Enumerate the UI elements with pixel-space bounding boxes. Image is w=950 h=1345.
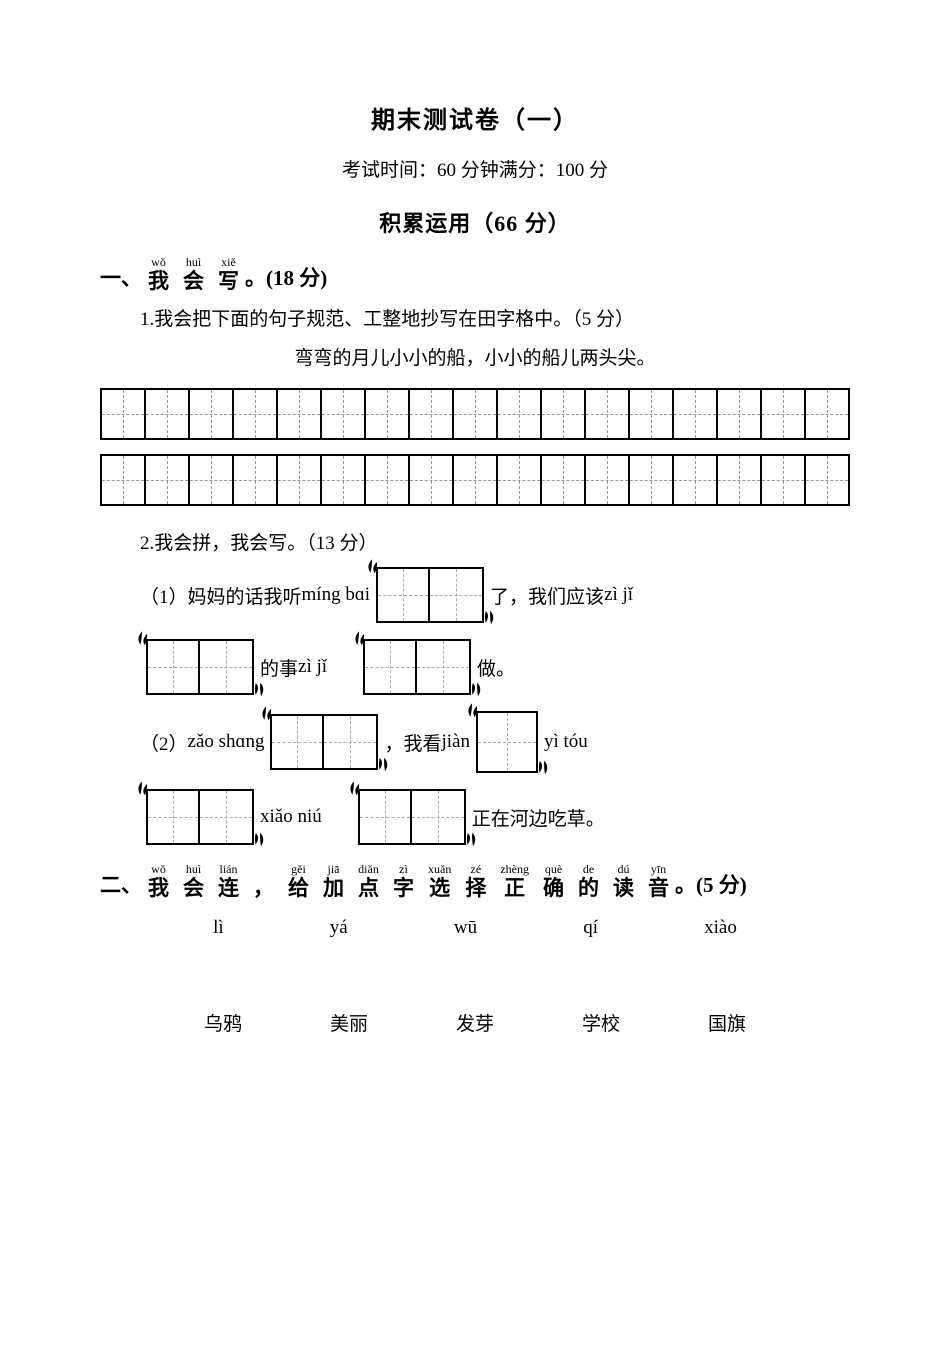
- answer-box[interactable]: [363, 639, 471, 695]
- ruby-char: què确: [543, 863, 564, 899]
- q2-heading: 二、 wǒ我 huì会 lián连 ， gěi给 jiā加 diǎn点 zì字 xuǎn选 zé择…: [100, 863, 850, 899]
- text: 了，我们应该: [490, 582, 604, 609]
- section-header: 积累运用（66 分）: [100, 206, 850, 238]
- q1-ruby: wǒ我 huì会 xiě写: [148, 256, 239, 292]
- text: ，我看: [384, 729, 441, 756]
- ruby-char: xiě写: [218, 256, 239, 292]
- text: （2）: [140, 729, 188, 756]
- answer-box[interactable]: [376, 567, 484, 623]
- ruby-char: gěi给: [288, 863, 309, 899]
- ruby-char: wǒ我: [148, 863, 169, 899]
- hanzi-option[interactable]: 学校: [582, 1009, 620, 1036]
- q1-sub1-label: 1.我会把下面的句子规范、工整地抄写在田字格中。（5 分）: [140, 304, 850, 331]
- pinyin-option[interactable]: lì: [213, 917, 224, 939]
- ruby-char: zhèng正: [500, 863, 529, 899]
- q2-pinyin-row: lì yá wū qí xiào: [160, 917, 790, 939]
- text: 做。: [477, 654, 515, 681]
- tianzige-row-2[interactable]: [100, 454, 850, 506]
- ruby-char: huì会: [183, 863, 204, 899]
- ruby-char: wǒ我: [148, 256, 169, 292]
- text: 的事: [260, 654, 298, 681]
- q1-sub2-content: （1）妈妈的话我听 míng bɑi 了，我们应该 zì jǐ 的事 zì jǐ: [140, 567, 850, 853]
- ruby-char: huì会: [183, 256, 204, 292]
- answer-box[interactable]: [358, 789, 466, 845]
- text: （1）妈妈的话我听: [140, 582, 302, 609]
- q1-line2: （2） zǎo shɑng ，我看 jiàn yì tóu: [140, 711, 850, 781]
- ruby-char: yīn音: [648, 863, 669, 899]
- ruby-char: dú读: [613, 863, 634, 899]
- q1-suffix: 。(18 分): [245, 262, 327, 292]
- q1-number: 一、: [100, 262, 142, 292]
- hanzi-option[interactable]: 美丽: [330, 1009, 368, 1036]
- ruby-char: zé择: [465, 863, 486, 899]
- q1-sentence: 弯弯的月儿小小的船，小小的船儿两头尖。: [100, 343, 850, 370]
- exam-info: 考试时间：60 分钟满分：100 分: [100, 155, 850, 182]
- page-title: 期末测试卷（一）: [100, 100, 850, 135]
- hanzi-option[interactable]: 发芽: [456, 1009, 494, 1036]
- q1-sub2-label: 2.我会拼，我会写。（13 分）: [140, 528, 850, 555]
- exam-page: 期末测试卷（一） 考试时间：60 分钟满分：100 分 积累运用（66 分） 一…: [0, 0, 950, 1345]
- pinyin-option[interactable]: xiào: [704, 917, 737, 939]
- pinyin-text: míng bɑi: [302, 584, 371, 606]
- ruby-char: de的: [578, 863, 599, 899]
- q1-line2b: xiǎo niú 正在河边吃草。: [140, 789, 850, 853]
- hanzi-option[interactable]: 乌鸦: [204, 1009, 242, 1036]
- q2-hanzi-row: 乌鸦 美丽 发芽 学校 国旗: [160, 1009, 790, 1036]
- ruby-char: jiā加: [323, 863, 344, 899]
- tianzige-row-1[interactable]: [100, 388, 850, 440]
- ruby-char: ，: [253, 875, 274, 899]
- q1-line1: （1）妈妈的话我听 míng bɑi 了，我们应该 zì jǐ: [140, 567, 850, 631]
- pinyin-text: yì tóu: [544, 731, 588, 753]
- pinyin-text: zì jǐ: [298, 656, 327, 678]
- ruby-char: xuǎn选: [428, 863, 451, 899]
- pinyin-text: zì jǐ: [604, 584, 633, 606]
- answer-box[interactable]: [146, 639, 254, 695]
- answer-box[interactable]: [146, 789, 254, 845]
- answer-box[interactable]: [270, 714, 378, 770]
- answer-box[interactable]: [476, 711, 538, 773]
- q2-ruby: wǒ我 huì会 lián连 ， gěi给 jiā加 diǎn点 zì字 xuǎn选 zé择 zhè…: [148, 863, 669, 899]
- pinyin-text: zǎo shɑng: [188, 731, 265, 753]
- pinyin-text: jiàn: [441, 731, 470, 753]
- q1-line1b: 的事 zì jǐ 做。: [140, 639, 850, 703]
- pinyin-option[interactable]: wū: [454, 917, 477, 939]
- hanzi-option[interactable]: 国旗: [708, 1009, 746, 1036]
- ruby-char: lián连: [218, 863, 239, 899]
- q2-suffix: 。(5 分): [675, 869, 747, 899]
- ruby-char: zì字: [393, 863, 414, 899]
- text: 正在河边吃草。: [472, 804, 605, 831]
- ruby-char: diǎn点: [358, 863, 379, 899]
- q2-number: 二、: [100, 869, 142, 899]
- pinyin-option[interactable]: qí: [583, 917, 598, 939]
- pinyin-option[interactable]: yá: [330, 917, 348, 939]
- q1-heading: 一、 wǒ我 huì会 xiě写 。(18 分): [100, 256, 850, 292]
- pinyin-text: xiǎo niú: [260, 806, 322, 828]
